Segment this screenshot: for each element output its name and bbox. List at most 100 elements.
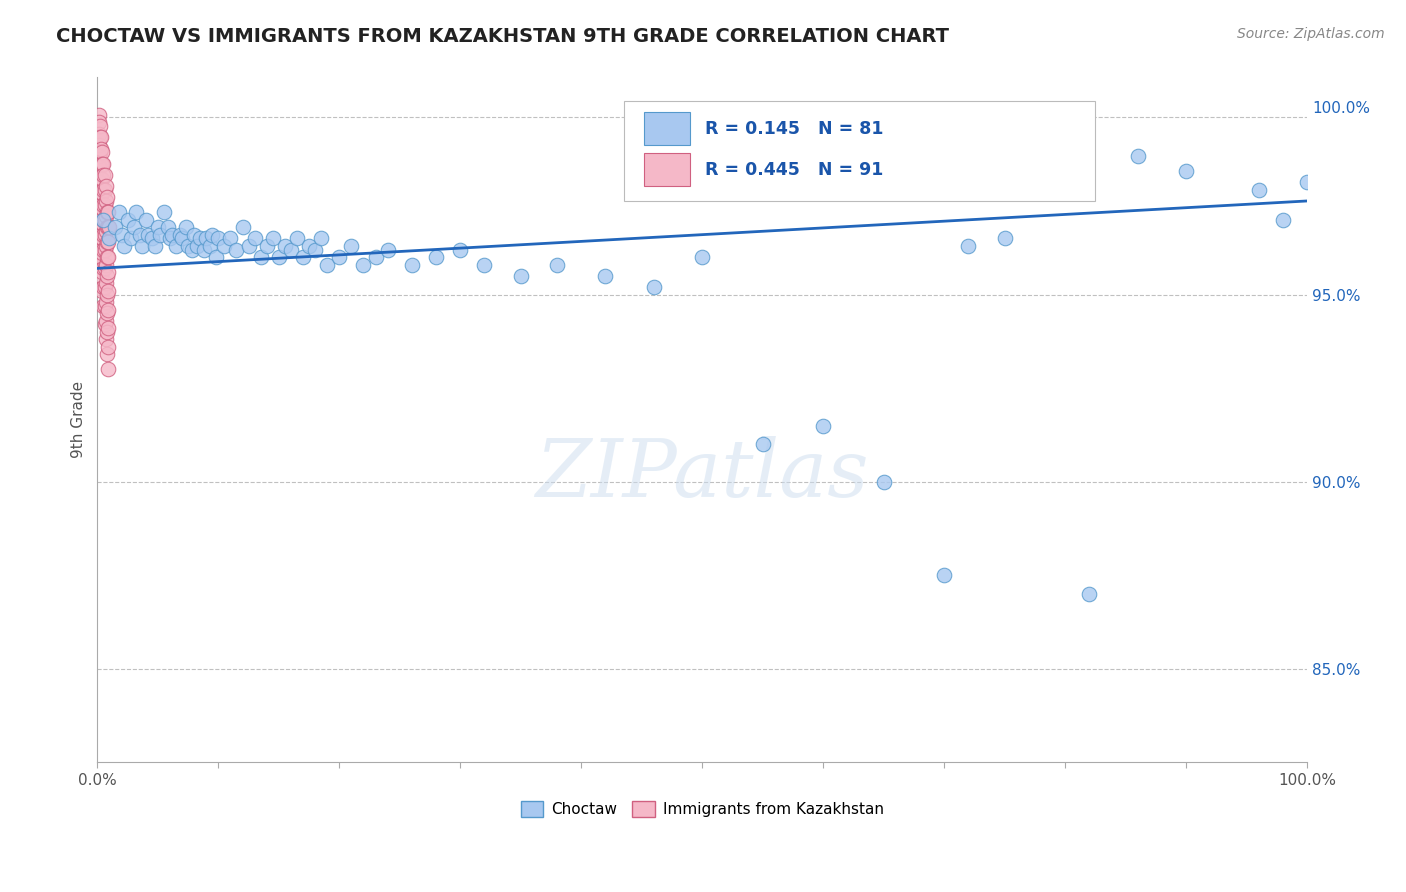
Point [225, 243, 247, 257]
Point [449, 243, 471, 257]
Point [153, 205, 176, 219]
Point [87, 161, 110, 175]
Point [97, 205, 120, 219]
Point [96, 287, 118, 301]
Point [93, 197, 115, 211]
FancyBboxPatch shape [644, 153, 690, 186]
Point [87, 194, 110, 208]
Point [91, 284, 114, 298]
Point [328, 250, 350, 264]
Point [89, 130, 111, 145]
Point [96, 347, 118, 361]
Point [174, 220, 197, 235]
Point [120, 231, 142, 245]
Point [1078, 587, 1101, 601]
Point [93, 212, 115, 227]
Point [994, 231, 1017, 245]
Point [93, 299, 115, 313]
Point [93, 243, 115, 257]
Point [108, 205, 131, 219]
Point [292, 250, 315, 264]
Point [425, 250, 447, 264]
Point [93, 227, 115, 242]
Point [87, 127, 110, 141]
Point [128, 227, 150, 242]
Point [316, 258, 339, 272]
Point [872, 475, 894, 489]
Point [89, 239, 111, 253]
Point [93, 168, 115, 182]
Point [93, 261, 115, 276]
Point [219, 231, 242, 245]
Point [957, 239, 980, 253]
Point [91, 216, 114, 230]
Point [93, 299, 115, 313]
Point [298, 239, 321, 253]
Point [280, 243, 302, 257]
Point [94, 277, 117, 291]
Point [90, 250, 112, 264]
Point [96, 325, 118, 339]
Text: CHOCTAW VS IMMIGRANTS FROM KAZAKHSTAN 9TH GRADE CORRELATION CHART: CHOCTAW VS IMMIGRANTS FROM KAZAKHSTAN 9T… [56, 27, 949, 45]
Point [97, 265, 120, 279]
Point [159, 231, 181, 245]
Point [474, 258, 496, 272]
Point [1296, 175, 1319, 189]
Point [94, 209, 117, 223]
Point [94, 179, 117, 194]
Point [90, 216, 112, 230]
Point [97, 250, 120, 264]
Point [93, 227, 115, 242]
Point [93, 318, 115, 332]
Point [89, 220, 111, 235]
Point [89, 258, 111, 272]
Point [90, 156, 112, 170]
Point [110, 227, 132, 242]
Point [93, 280, 115, 294]
Point [90, 202, 112, 216]
Point [183, 227, 205, 242]
Point [89, 145, 111, 160]
Point [1247, 183, 1270, 197]
Point [112, 239, 135, 253]
Point [125, 205, 148, 219]
Point [93, 212, 115, 227]
Point [285, 231, 308, 245]
Text: ZIPatlas: ZIPatlas [536, 436, 869, 514]
Text: R = 0.445   N = 91: R = 0.445 N = 91 [704, 161, 883, 179]
Point [91, 231, 114, 245]
Point [1175, 164, 1198, 178]
Point [96, 205, 118, 219]
Point [249, 250, 271, 264]
Point [141, 231, 163, 245]
Point [93, 156, 115, 170]
Point [94, 239, 117, 253]
Point [811, 418, 834, 433]
Point [201, 227, 224, 242]
Point [87, 115, 110, 129]
Point [96, 250, 118, 264]
Point [91, 156, 114, 170]
Point [205, 250, 228, 264]
Point [89, 190, 111, 204]
FancyBboxPatch shape [644, 112, 690, 145]
Point [188, 231, 211, 245]
Point [97, 321, 120, 335]
Point [136, 227, 159, 242]
Point [94, 194, 117, 208]
Point [91, 202, 114, 216]
Point [94, 333, 117, 347]
Point [304, 243, 326, 257]
Point [97, 340, 120, 354]
Point [198, 239, 221, 253]
Point [122, 220, 145, 235]
Point [96, 268, 118, 283]
Point [145, 239, 167, 253]
Point [104, 220, 127, 235]
Point [401, 258, 423, 272]
Point [98, 220, 121, 235]
Point [87, 137, 110, 152]
Point [1271, 212, 1294, 227]
Point [595, 268, 617, 283]
Point [91, 265, 114, 279]
